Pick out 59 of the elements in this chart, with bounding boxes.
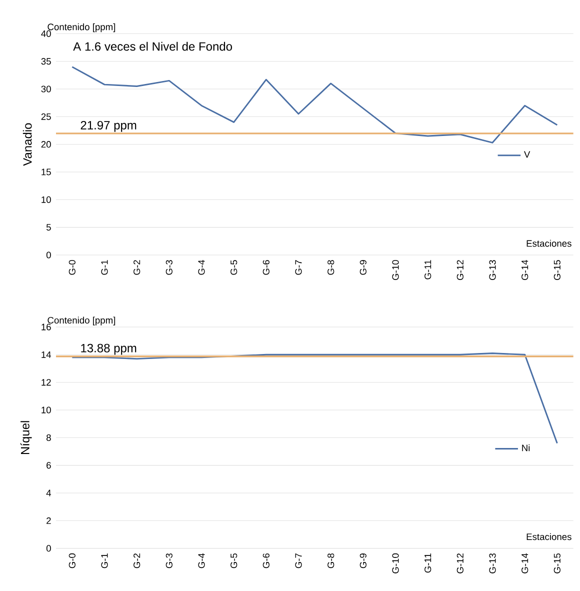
x-tick-label: G-4 [198,553,205,568]
x-tick-label: G-13 [489,260,496,280]
x-tick-label: G-8 [328,260,334,275]
y-tick-label: 0 [46,252,51,258]
y-tick-label: 15 [42,168,51,176]
y-tick-label: 2 [46,517,51,524]
y-tick-label: 20 [41,141,51,148]
y-tick-label: 8 [46,434,51,441]
x-tick-label: G-9 [360,553,366,568]
x-tick-label: G-1 [101,554,108,568]
x-tick-label: G-0 [68,260,76,275]
x-tick-label: G-4 [198,260,205,275]
x-tick-label: G-9 [360,260,366,275]
ref-line-label: 21.97 ppm [80,120,136,132]
x-tick-label: G-12 [456,260,464,280]
x-tick-label: G-2 [134,554,140,568]
x-tick-label: G-3 [166,553,172,568]
x-tick-label: G-15 [554,260,560,280]
x-tick-label: G-13 [489,553,496,574]
x-tick-label: G-12 [456,554,464,574]
x-tick-label: G-6 [262,260,270,275]
y-tick-label: 0 [46,545,51,552]
x-tick-label: G-5 [230,553,238,568]
x-tick-label: G-10 [392,553,399,574]
x-axis-title: Estaciones [526,533,572,540]
y-axis-title: Vanadio [22,123,32,166]
annotation: A 1.6 veces el Nivel de Fondo [73,42,232,51]
legend-label: Ni [522,444,530,452]
y-tick-label: 30 [41,86,51,92]
y-tick-label: 10 [42,406,51,414]
y-tick-label: 16 [42,324,51,330]
y-tick-label: 5 [46,224,51,231]
x-tick-label: G-15 [554,553,560,574]
y-tick-label: 10 [42,196,51,203]
x-tick-label: G-14 [522,553,528,574]
x-tick-label: G-7 [295,260,302,275]
x-axis-title: Estaciones [526,240,572,247]
x-tick-label: G-14 [522,260,528,280]
x-tick-label: G-7 [295,554,302,568]
x-tick-label: G-5 [230,260,238,275]
x-tick-label: G-6 [262,553,270,568]
y-axis-title: Níquel [20,421,32,454]
x-tick-label: G-2 [134,260,140,275]
x-tick-label: G-3 [166,260,172,275]
y-tick-label: 35 [41,58,51,65]
y-tick-label: 40 [41,30,51,37]
y-tick-label: 4 [46,490,52,496]
x-tick-label: G-0 [68,553,76,568]
y-tick-label: 14 [42,351,52,358]
ref-line-label: 13.88 ppm [81,344,136,355]
y-tick-label: 6 [46,462,51,469]
x-tick-label: G-8 [328,553,334,568]
x-tick-label: G-11 [424,554,432,573]
legend-label: V [524,151,530,158]
y-tick-label: 12 [42,379,51,386]
x-tick-label: G-11 [424,260,432,280]
y-tick-label: 25 [41,113,51,120]
x-tick-label: G-10 [392,260,399,280]
x-tick-label: G-1 [101,260,108,275]
